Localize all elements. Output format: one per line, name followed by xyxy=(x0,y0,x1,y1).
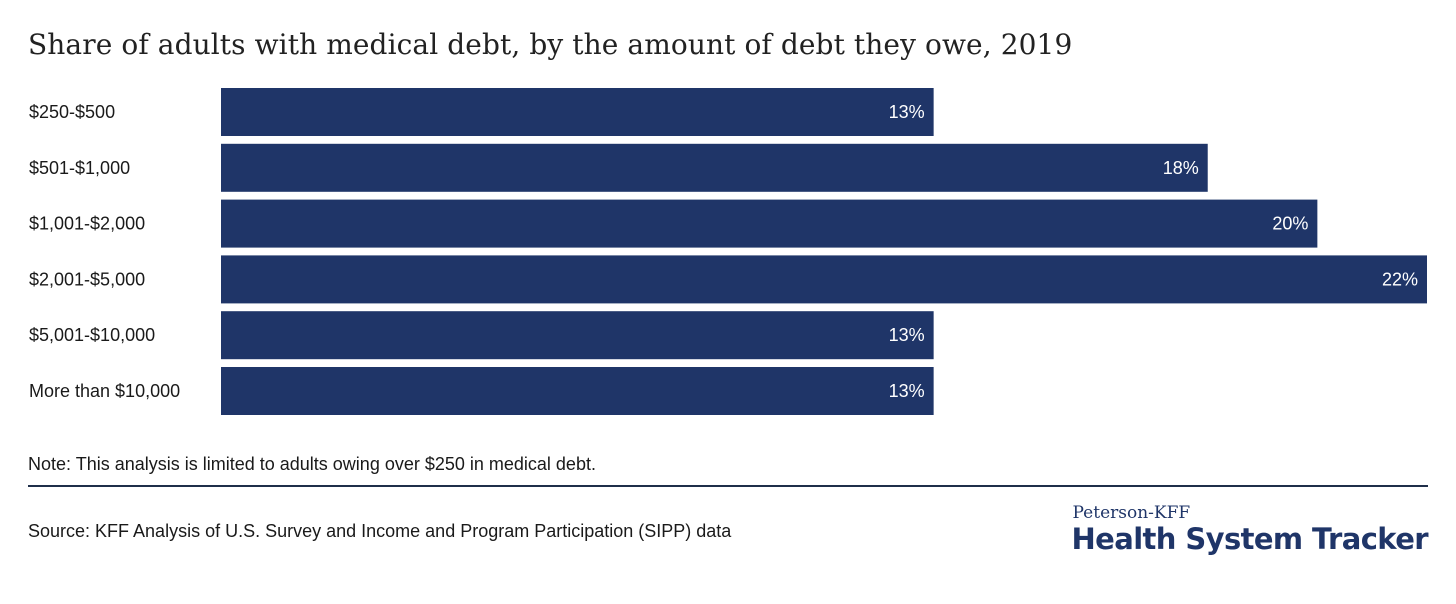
bar xyxy=(221,143,1208,192)
bar-value-label: 13% xyxy=(889,102,925,122)
bar-value-label: 18% xyxy=(1163,158,1199,178)
bar-value-label: 13% xyxy=(889,325,925,345)
category-label: $2,001-$5,000 xyxy=(29,269,145,289)
category-label: $501-$1,000 xyxy=(29,158,130,178)
category-label: $250-$500 xyxy=(29,102,115,122)
bar xyxy=(221,311,934,360)
logo-top-text: Peterson-KFF xyxy=(1072,503,1191,523)
category-label: $1,001-$2,000 xyxy=(29,214,145,234)
bar-value-label: 22% xyxy=(1382,269,1418,289)
footer-divider xyxy=(28,485,1428,487)
bar-value-label: 20% xyxy=(1272,214,1308,234)
bar-chart: $250-$500 13% $501-$1,000 18% $1,001-$2,000 2… xyxy=(29,88,1427,415)
category-label: More than $10,000 xyxy=(29,381,180,401)
bar xyxy=(221,255,1427,304)
category-label: $5,001-$10,000 xyxy=(29,325,155,345)
chart-note: Note: This analysis is limited to adults… xyxy=(28,454,596,474)
bar xyxy=(221,367,934,415)
chart-source: Source: KFF Analysis of U.S. Survey and … xyxy=(28,521,732,541)
bar xyxy=(221,88,934,136)
logo-main-text: Health System Tracker xyxy=(1071,522,1429,556)
bar xyxy=(221,199,1318,248)
bar-value-label: 13% xyxy=(889,381,925,401)
chart-title: Share of adults with medical debt, by th… xyxy=(28,28,1073,61)
peterson-kff-logo: Peterson-KFF Health System Tracker xyxy=(1072,504,1429,556)
